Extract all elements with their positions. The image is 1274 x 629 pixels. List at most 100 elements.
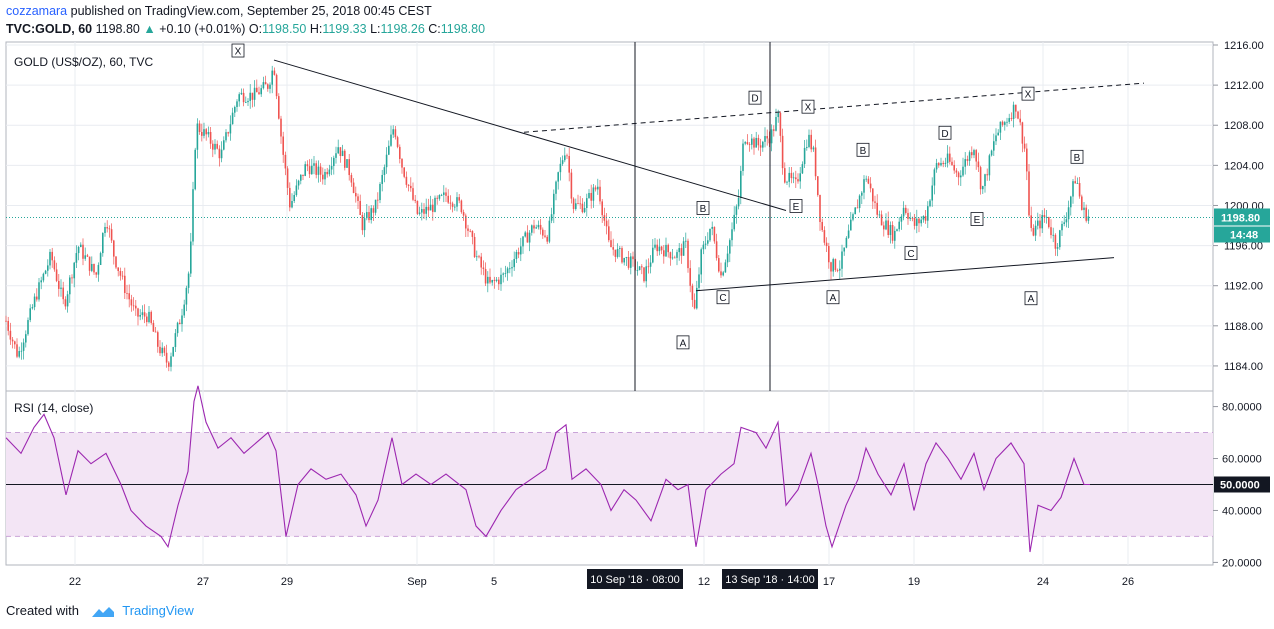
candle-body	[850, 219, 852, 231]
candle-body	[293, 194, 295, 202]
candle-body	[130, 299, 133, 306]
candle-body	[891, 225, 894, 241]
candle-body	[333, 157, 335, 167]
tradingview-brand-link[interactable]: TradingView	[122, 603, 194, 618]
candle-body	[245, 102, 247, 103]
candle-body	[548, 220, 551, 242]
candle-body	[51, 251, 53, 261]
candle-body	[348, 159, 350, 176]
candle-body	[1041, 215, 1043, 229]
candle-body	[478, 256, 480, 258]
candle-body	[986, 174, 988, 176]
candle-body	[786, 181, 788, 183]
candle-body	[456, 197, 458, 207]
candle-body	[878, 214, 881, 216]
candle-body	[108, 228, 111, 230]
rsi-tick-label: 60.0000	[1222, 454, 1262, 466]
candle-body	[394, 129, 397, 138]
candle-body	[656, 244, 658, 252]
candle-body	[350, 175, 353, 183]
candle-body	[577, 203, 579, 205]
author-link[interactable]: cozzamara	[6, 4, 68, 18]
trendline	[695, 257, 1115, 292]
candle-body	[117, 267, 119, 271]
candle-body	[5, 320, 7, 322]
candle-body	[88, 256, 91, 271]
candle-body	[403, 167, 405, 177]
symbol-info: TVC:GOLD, 60 1198.80 ▲ +0.10 (+0.01%) O:…	[6, 21, 485, 37]
candle-body	[161, 347, 163, 354]
candle-body	[258, 92, 260, 95]
candle-body	[528, 232, 531, 243]
candle-body	[586, 198, 588, 209]
candle-body	[429, 204, 432, 211]
candle-body	[297, 180, 300, 186]
candle-body	[1074, 181, 1076, 184]
candle-body	[931, 185, 933, 201]
candle-body	[313, 163, 315, 166]
candle-body	[355, 192, 357, 197]
candle-body	[964, 159, 966, 167]
candle-body	[511, 267, 513, 269]
candle-body	[124, 275, 126, 294]
candle-body	[392, 129, 394, 135]
time-tick-label: Sep	[407, 576, 427, 588]
rsi-tick-label: 80.0000	[1222, 402, 1262, 414]
wave-label: C	[907, 249, 914, 260]
candle-body	[185, 287, 188, 305]
candle-body	[858, 195, 861, 209]
wave-label-box	[716, 290, 730, 305]
candle-body	[282, 136, 284, 155]
candle-body	[806, 146, 808, 148]
candle-body	[11, 339, 14, 342]
candle-body	[220, 149, 223, 159]
candle-body	[425, 206, 427, 214]
price-tick-label: 1212.00	[1224, 80, 1264, 92]
candle-body	[205, 129, 207, 135]
candle-body	[385, 154, 388, 168]
candle-body	[436, 197, 438, 199]
candle-body	[1015, 104, 1017, 112]
candle-body	[916, 218, 918, 226]
candle-body	[502, 273, 504, 275]
candle-body	[346, 159, 348, 168]
candle-body	[608, 226, 610, 241]
candle-body	[262, 82, 265, 89]
candle-body	[443, 192, 445, 195]
price-tick-label: 1208.00	[1224, 120, 1264, 132]
candle-body	[993, 141, 995, 151]
time-tick-label: 26	[1122, 576, 1134, 588]
candle-body	[359, 200, 361, 215]
candle-body	[1032, 227, 1035, 236]
candle-body	[154, 331, 157, 333]
candle-body	[308, 166, 311, 175]
candle-body	[97, 265, 100, 275]
candle-body	[889, 225, 892, 236]
candle-body	[440, 194, 443, 196]
candle-body	[372, 208, 375, 213]
candle-body	[280, 118, 282, 137]
candle-body	[267, 84, 269, 89]
candle-body	[770, 129, 773, 144]
wave-label: A	[1028, 294, 1035, 305]
chart-area[interactable]: X D X X D B B B E E C C A A A 1216.00 1212.00 1208.00 120…	[0, 40, 1274, 595]
candle-body	[676, 252, 678, 258]
candle-body	[790, 172, 793, 179]
time-tick-label: 17	[823, 576, 835, 588]
candle-body	[40, 280, 42, 283]
candle-body	[973, 150, 975, 156]
candle-body	[487, 276, 489, 284]
trendline	[273, 59, 787, 211]
candle-body	[704, 243, 707, 245]
candle-body	[869, 183, 872, 189]
candle-body	[132, 305, 135, 307]
candle-body	[27, 320, 29, 335]
candle-body	[720, 271, 722, 276]
candle-body	[139, 315, 141, 317]
candle-body	[47, 265, 49, 271]
wave-label-box	[1070, 149, 1084, 164]
candle-body	[91, 264, 93, 271]
candle-body	[583, 208, 586, 213]
candle-body	[856, 207, 859, 209]
candle-body	[227, 132, 229, 134]
